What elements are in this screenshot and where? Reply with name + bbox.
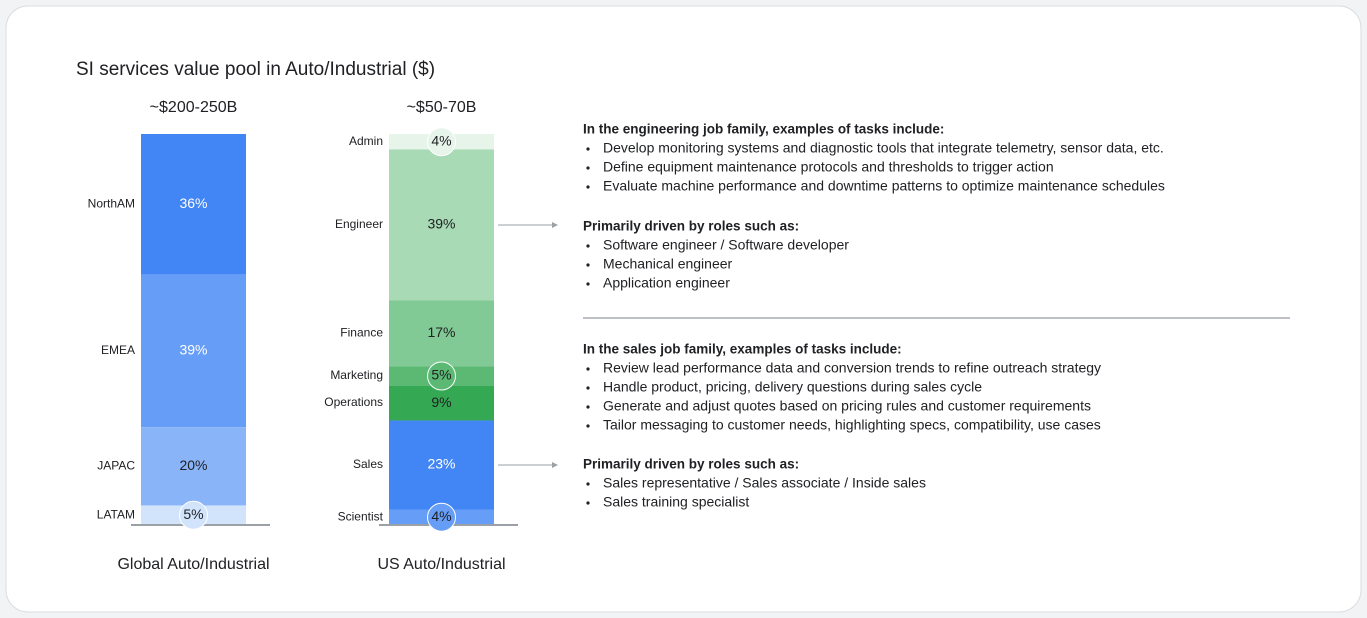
- bullet: [586, 501, 590, 505]
- bullet: [586, 282, 590, 286]
- panel-heading: In the engineering job family, examples …: [583, 122, 944, 137]
- bar-segment: [141, 274, 246, 428]
- segment-label: Admin: [349, 134, 383, 148]
- value-label: 17%: [427, 324, 455, 340]
- panel-item: Sales training specialist: [603, 494, 749, 510]
- segment-label: EMEA: [101, 343, 135, 357]
- panel-item: Software engineer / Software developer: [603, 237, 849, 253]
- panel-item: Evaluate machine performance and downtim…: [603, 178, 1165, 194]
- value-label: 9%: [431, 394, 451, 410]
- page-title: SI services value pool in Auto/Industria…: [76, 59, 435, 80]
- label-badge: [427, 361, 456, 391]
- segment-label: Marketing: [330, 368, 383, 382]
- value-label: 4%: [431, 508, 451, 524]
- panel-item: Sales representative / Sales associate /…: [603, 475, 926, 491]
- value-label: 20%: [179, 457, 207, 473]
- bar-segment: [141, 134, 246, 275]
- value-label: 39%: [427, 216, 455, 232]
- value-label: 36%: [179, 195, 207, 211]
- segment-label: Scientist: [338, 509, 384, 523]
- bullet: [586, 166, 590, 170]
- segment-label: Operations: [324, 395, 383, 409]
- panel-item: Review lead performance data and convers…: [603, 360, 1101, 376]
- segment-label: Finance: [340, 326, 383, 340]
- label-badge: [427, 502, 456, 532]
- segment-label: Sales: [353, 457, 383, 471]
- value-label: 5%: [431, 367, 451, 383]
- panel-heading: In the sales job family, examples of tas…: [583, 342, 902, 357]
- value-label: 4%: [431, 132, 451, 148]
- bar-title: ~$50-70B: [407, 99, 477, 116]
- panel-item: Define equipment maintenance protocols a…: [603, 159, 1054, 175]
- segment-label: NorthAM: [88, 197, 135, 211]
- panel-item: Tailor messaging to customer needs, high…: [603, 417, 1101, 433]
- bar-segment: [141, 427, 246, 506]
- bullet: [586, 367, 590, 371]
- segment-label: LATAM: [97, 507, 135, 521]
- bullet: [586, 147, 590, 151]
- panel-item: Develop monitoring systems and diagnosti…: [603, 140, 1164, 156]
- bar-segment: [389, 385, 494, 421]
- arrow-head: [552, 461, 558, 468]
- x-label: Global Auto/Industrial: [117, 556, 269, 573]
- x-label: US Auto/Industrial: [377, 556, 505, 573]
- card: [5, 5, 1362, 613]
- bullet: [586, 424, 590, 428]
- bullet: [586, 185, 590, 189]
- label-badge: [179, 500, 208, 530]
- bullet: [586, 482, 590, 486]
- bullet: [586, 263, 590, 267]
- bullet: [586, 386, 590, 390]
- bar-segment: [389, 149, 494, 301]
- bullet: [586, 244, 590, 248]
- panel-item: Mechanical engineer: [603, 256, 733, 272]
- panel-item: Application engineer: [603, 275, 730, 291]
- panel-heading: Primarily driven by roles such as:: [583, 457, 799, 472]
- label-badge: [427, 127, 456, 157]
- segment-label: Engineer: [335, 217, 383, 231]
- value-label: 5%: [183, 506, 203, 522]
- bullet: [586, 405, 590, 409]
- segment-label: JAPAC: [97, 459, 135, 473]
- bar-title: ~$200-250B: [150, 99, 238, 116]
- panel-item: Generate and adjust quotes based on pric…: [603, 398, 1091, 414]
- value-label: 39%: [179, 342, 207, 358]
- value-label: 23%: [427, 456, 455, 472]
- arrow-head: [552, 221, 558, 228]
- bar-segment: [389, 420, 494, 510]
- bar-segment: [389, 300, 494, 367]
- panel-item: Handle product, pricing, delivery questi…: [603, 379, 982, 395]
- panel-heading: Primarily driven by roles such as:: [583, 219, 799, 234]
